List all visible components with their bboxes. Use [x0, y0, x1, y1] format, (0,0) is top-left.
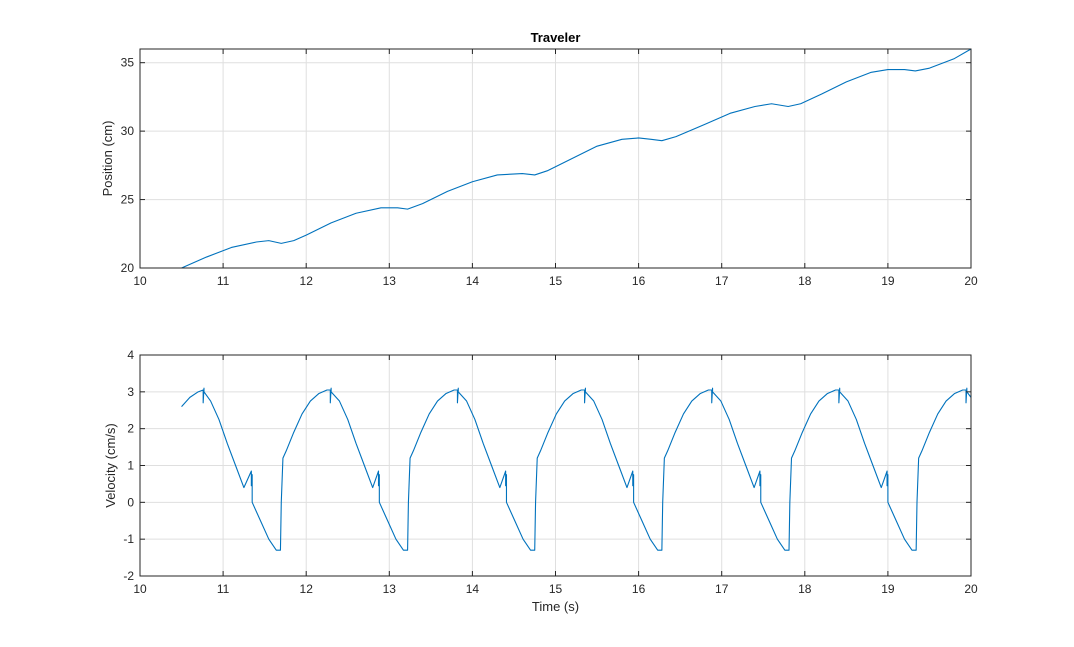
- position-plot-x-tick-label: 14: [466, 274, 480, 288]
- velocity-plot-x-tick-label: 18: [798, 582, 812, 596]
- velocity-plot-x-tick-label: 20: [964, 582, 978, 596]
- velocity-plot-y-tick-label: 3: [127, 385, 134, 399]
- position-plot-x-tick-label: 11: [217, 274, 230, 288]
- position-plot-x-tick-label: 19: [881, 274, 895, 288]
- position-plot-y-tick-label: 20: [121, 261, 135, 275]
- position-plot-y-tick-label: 35: [121, 56, 135, 70]
- position-plot-x-tick-label: 15: [549, 274, 563, 288]
- velocity-plot-x-tick-label: 16: [632, 582, 646, 596]
- position-plot-x-tick-label: 20: [964, 274, 978, 288]
- velocity-plot-x-tick-label: 11: [217, 582, 230, 596]
- velocity-plot-x-tick-label: 10: [133, 582, 147, 596]
- velocity-plot-x-tick-label: 19: [881, 582, 895, 596]
- velocity-plot-y-tick-label: 2: [127, 422, 134, 436]
- position-plot-series-line: [181, 48, 972, 269]
- position-plot-y-tick-label: 25: [121, 193, 135, 207]
- position-plot-x-tick-label: 16: [632, 274, 646, 288]
- velocity-plot-x-tick-label: 17: [715, 582, 729, 596]
- velocity-plot-x-tick-label: 15: [549, 582, 563, 596]
- velocity-plot-x-tick-label: 12: [300, 582, 314, 596]
- position-plot-y-tick-label: 30: [121, 124, 135, 138]
- velocity-plot-y-tick-label: -2: [123, 569, 134, 583]
- position-plot-y-label: Position (cm): [100, 121, 115, 197]
- position-plot-x-tick-label: 13: [383, 274, 397, 288]
- velocity-plot-series-line: [181, 387, 972, 551]
- velocity-plot-y-tick-label: 1: [127, 459, 134, 473]
- position-plot-x-tick-label: 10: [133, 274, 147, 288]
- velocity-plot-x-tick-label: 13: [383, 582, 397, 596]
- velocity-plot-y-tick-label: -1: [123, 532, 134, 546]
- position-plot-title: Traveler: [531, 30, 581, 45]
- velocity-plot-y-tick-label: 4: [127, 348, 134, 362]
- position-plot-x-tick-label: 17: [715, 274, 729, 288]
- position-plot-x-tick-label: 18: [798, 274, 812, 288]
- velocity-plot-y-label: Velocity (cm/s): [103, 423, 118, 508]
- velocity-plot: Time (s) Velocity (cm/s) 10 11 12 13 14 15 16 1…: [103, 348, 978, 614]
- velocity-plot-x-tick-label: 14: [466, 582, 480, 596]
- velocity-plot-x-label: Time (s): [532, 599, 579, 614]
- position-plot-x-tick-label: 12: [300, 274, 314, 288]
- velocity-plot-y-tick-label: 0: [127, 495, 134, 509]
- position-plot: Traveler Position (cm) 10 11 12 13 14 15 16 17 1…: [100, 30, 978, 288]
